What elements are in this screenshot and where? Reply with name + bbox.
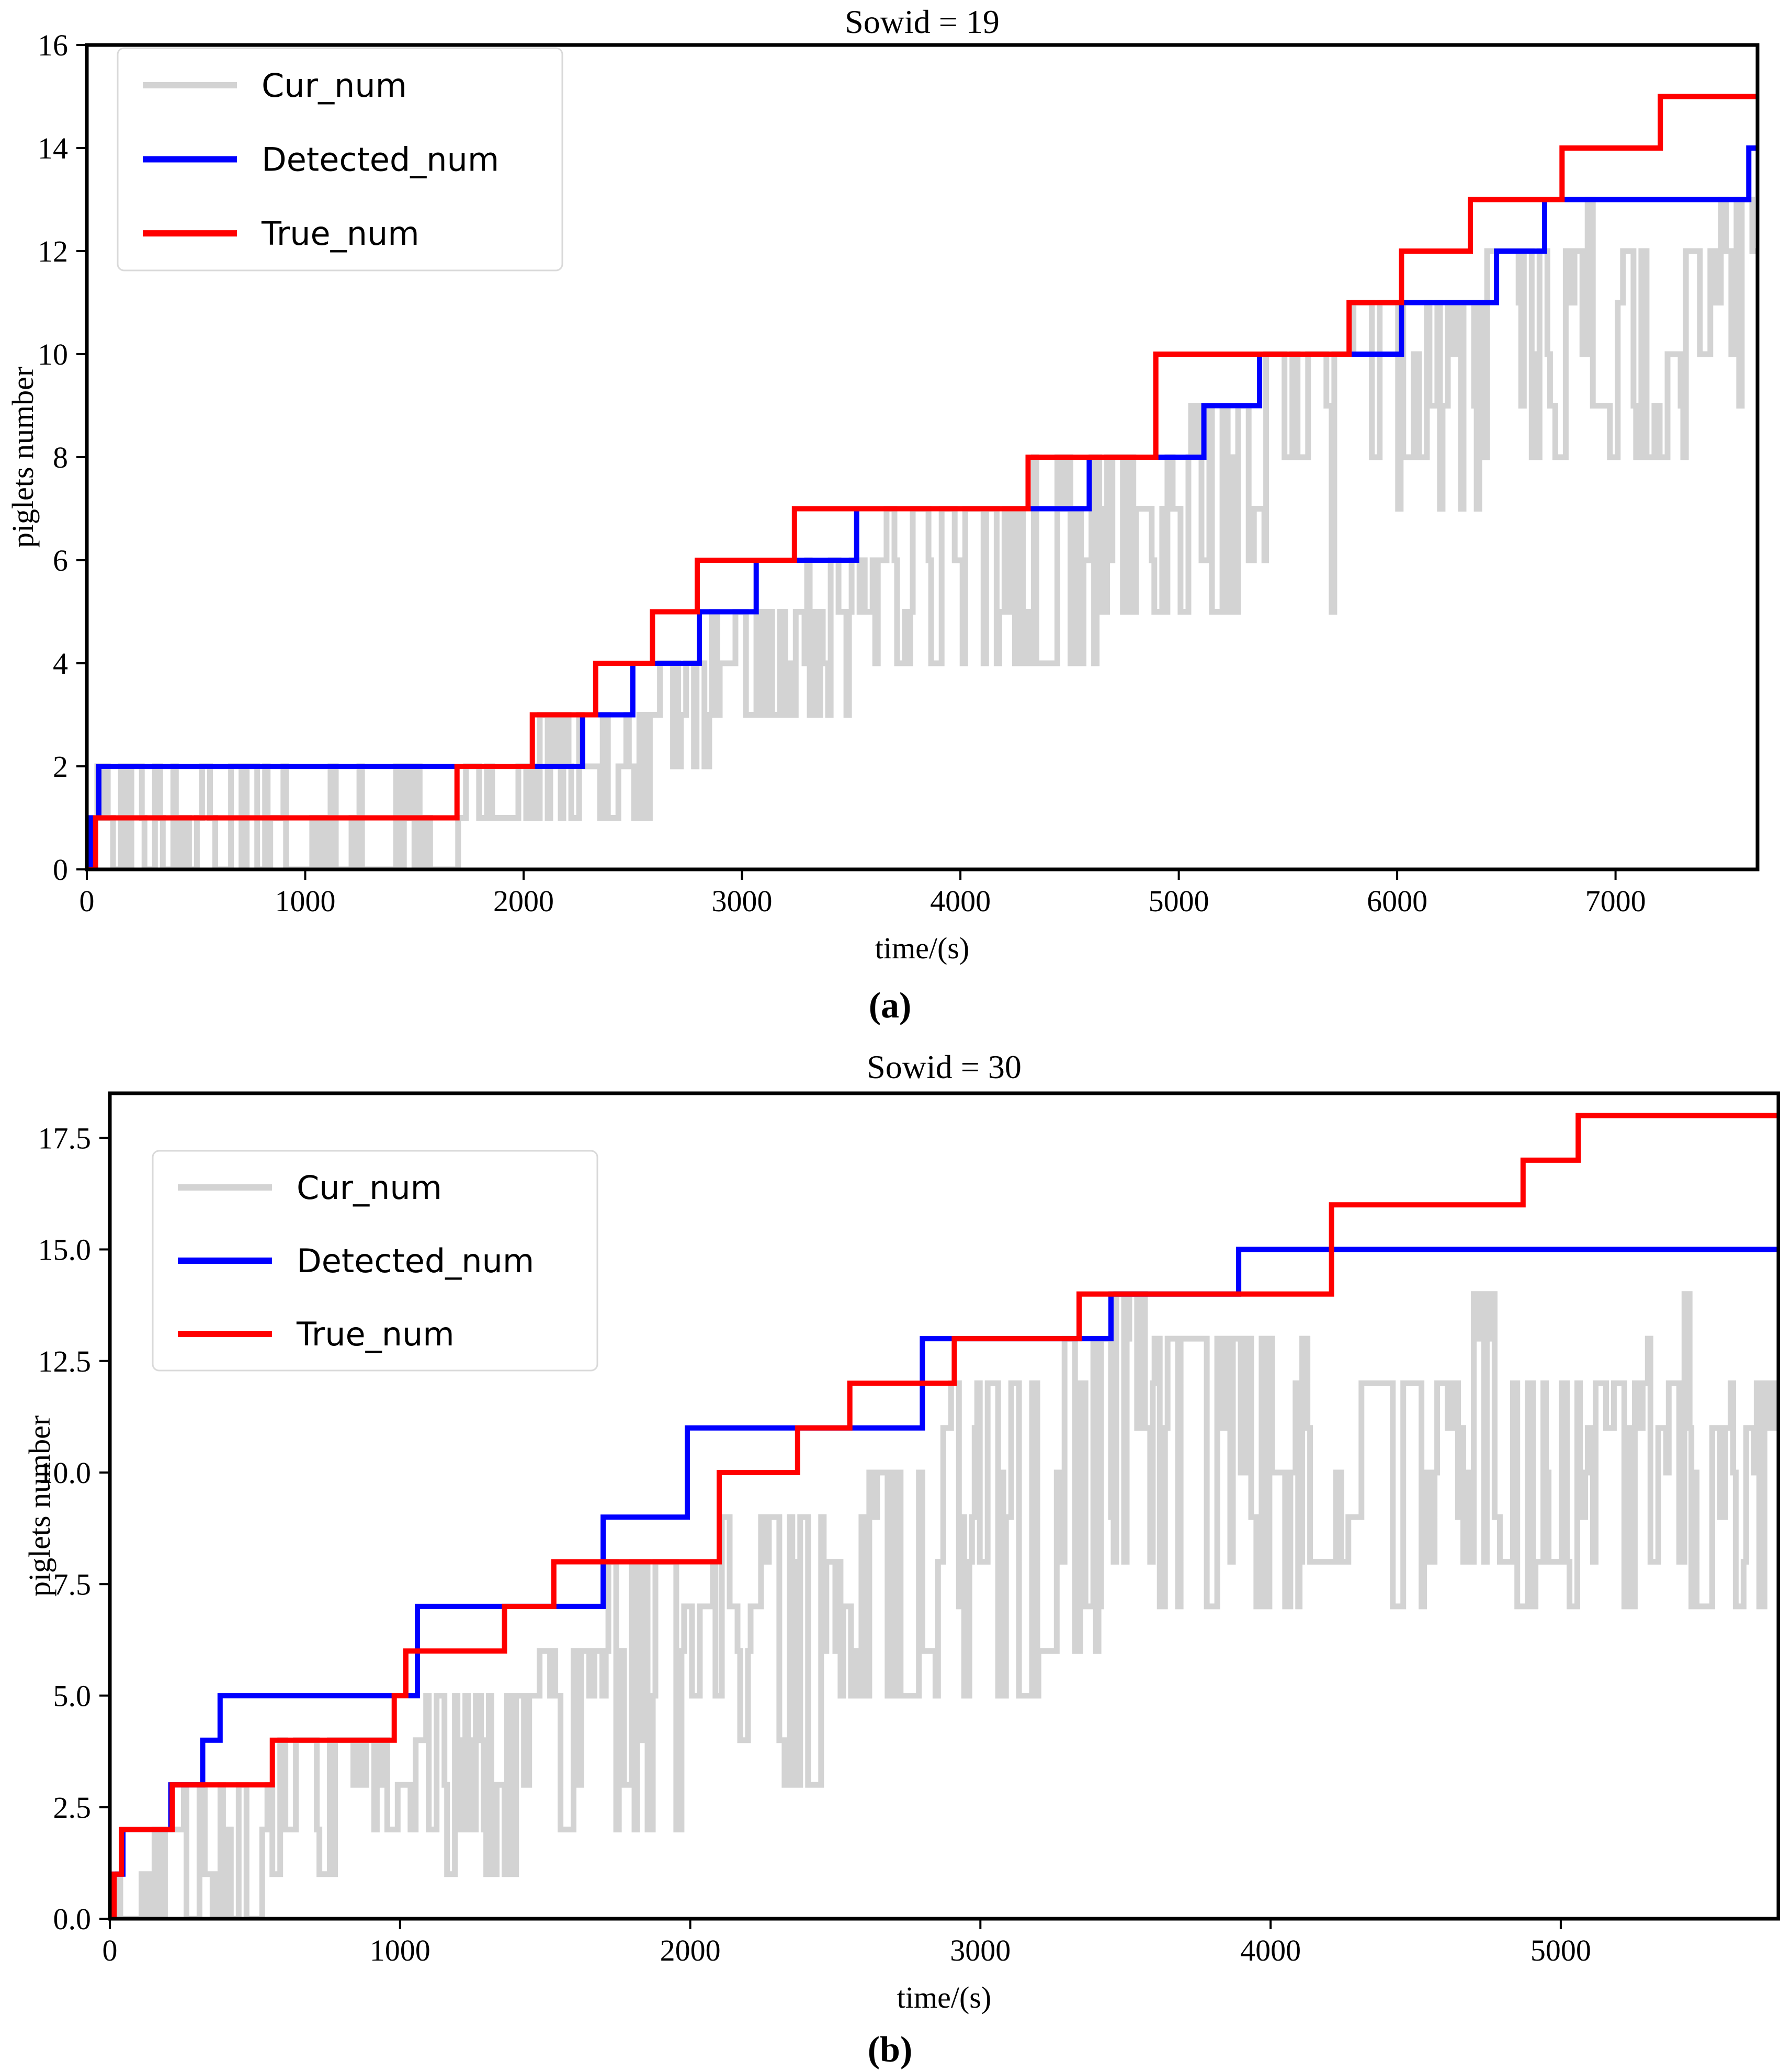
y-tick-label: 2 (53, 750, 68, 784)
x-tick-label: 1000 (370, 1933, 430, 1967)
legend: Cur_num Detected_num True_num (152, 1150, 598, 1372)
x-tick-label: 3000 (950, 1933, 1011, 1967)
axis-ticks (99, 1137, 1562, 1929)
chart-b-xlabel: time/(s) (897, 1980, 992, 2014)
axis-tick-labels: 0 1000 2000 3000 4000 50000.02.55.07.510.012.… (38, 1121, 1591, 1967)
x-tick-label: 6000 (1367, 884, 1427, 918)
axis-tick-labels: 0 1000 2000 3000 4000 5000 6000 7000 0 2 4 6 8 10 12 14… (38, 28, 1646, 918)
x-tick-label: 7000 (1585, 884, 1646, 918)
true-num-line (87, 94, 1758, 869)
detected-num-line (87, 145, 1758, 869)
x-tick-label: 5000 (1149, 884, 1209, 918)
chart-b-title: Sowid = 30 (867, 1048, 1022, 1085)
x-tick-label: 4000 (930, 884, 991, 918)
x-tick-label: 5000 (1530, 1933, 1591, 1967)
legend-label: True_num (296, 1315, 455, 1353)
plot-border (108, 1091, 1780, 1921)
x-tick-label: 0 (80, 884, 95, 918)
y-tick-label: 15.0 (38, 1233, 92, 1267)
x-tick-label: 2000 (493, 884, 554, 918)
x-tick-label: 4000 (1240, 1933, 1301, 1967)
plot-border (85, 43, 1760, 871)
chart-a-caption: (a) (868, 986, 912, 1026)
detected-num-line (110, 1247, 1778, 1919)
x-tick-label: 2000 (660, 1933, 721, 1967)
y-tick-label: 5.0 (53, 1679, 92, 1713)
y-tick-label: 12 (38, 234, 68, 268)
chart-a-xlabel: time/(s) (875, 931, 970, 965)
x-tick-label: 3000 (712, 884, 773, 918)
chart-a-ylabel: piglets number (6, 366, 40, 548)
cur-num-line (87, 197, 1758, 869)
legend-label: True_num (261, 214, 420, 253)
chart-b-ylabel: piglets number (22, 1415, 56, 1597)
chart-a-title: Sowid = 19 (845, 3, 1000, 40)
legend-label: Detected_num (262, 141, 499, 179)
y-tick-label: 10 (38, 337, 68, 371)
y-tick-label: 0 (53, 853, 68, 887)
y-tick-label: 17.5 (38, 1121, 92, 1155)
legend-label: Detected_num (297, 1242, 534, 1280)
y-tick-label: 7.5 (53, 1567, 92, 1601)
legend-label: Cur_num (297, 1169, 442, 1207)
true-num-line (110, 1113, 1778, 1919)
y-tick-label: 6 (53, 544, 68, 578)
cur-num-line (110, 1291, 1778, 1919)
axis-ticks (76, 44, 1617, 880)
y-tick-label: 16 (38, 28, 68, 62)
y-tick-label: 2.5 (53, 1791, 92, 1825)
y-tick-label: 0.0 (53, 1902, 92, 1936)
legend-label: Cur_num (262, 66, 407, 105)
y-tick-label: 4 (53, 647, 68, 681)
x-tick-label: 0 (103, 1933, 118, 1967)
legend: Cur_num Detected_num True_num (117, 47, 563, 271)
legend-box (117, 47, 563, 271)
x-tick-label: 1000 (275, 884, 336, 918)
y-tick-label: 14 (38, 131, 68, 165)
chart-b-caption: (b) (867, 2030, 913, 2070)
y-tick-label: 8 (53, 440, 68, 474)
legend-box (152, 1150, 598, 1372)
